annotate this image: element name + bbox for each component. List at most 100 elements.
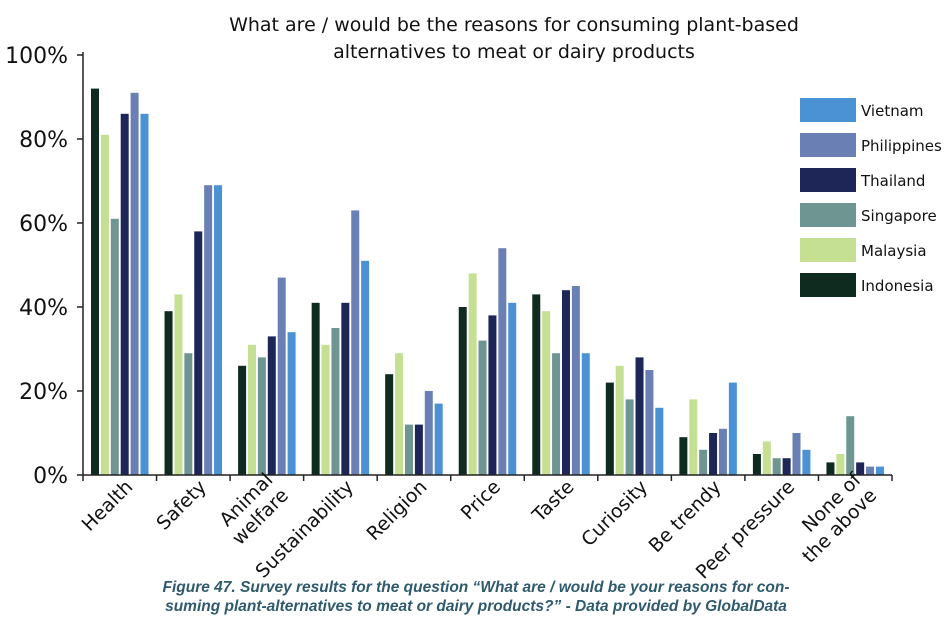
bar-thailand-animal-welfare bbox=[267, 336, 276, 475]
legend-label-singapore: Singapore bbox=[861, 207, 937, 225]
figure-caption: Figure 47. Survey results for the questi… bbox=[0, 578, 952, 616]
bar-vietnam-curiosity bbox=[655, 407, 664, 475]
legend-swatch-thailand bbox=[800, 168, 856, 192]
bar-philippines-health bbox=[130, 92, 139, 476]
bar-singapore-curiosity bbox=[625, 399, 634, 475]
bar-malaysia-none-of-the-above bbox=[836, 454, 845, 475]
bar-thailand-health bbox=[120, 113, 129, 476]
x-tick-label: Curiosity bbox=[577, 476, 652, 551]
bar-vietnam-taste bbox=[581, 353, 590, 475]
bar-philippines-curiosity bbox=[645, 370, 654, 475]
bar-vietnam-safety bbox=[214, 185, 223, 475]
bar-singapore-be-trendy bbox=[699, 449, 708, 475]
legend-label-indonesia: Indonesia bbox=[861, 277, 934, 295]
bar-malaysia-price bbox=[468, 273, 477, 475]
bar-philippines-price bbox=[498, 248, 507, 475]
bar-vietnam-price bbox=[508, 302, 517, 475]
bar-malaysia-taste bbox=[542, 311, 551, 475]
legend-swatch-vietnam bbox=[800, 98, 856, 122]
bar-vietnam-health bbox=[140, 113, 149, 476]
caption-line-1: Figure 47. Survey results for the questi… bbox=[162, 579, 790, 596]
bar-vietnam-religion bbox=[434, 403, 443, 475]
caption-line-2: suming plant-alternatives to meat or dai… bbox=[165, 598, 787, 615]
chart-title-line-1: What are / would be the reasons for cons… bbox=[229, 14, 799, 36]
bar-malaysia-be-trendy bbox=[689, 399, 698, 475]
y-tick-label: 40% bbox=[19, 296, 68, 321]
bar-indonesia-curiosity bbox=[605, 382, 614, 475]
legend-swatch-singapore bbox=[800, 203, 856, 227]
bar-indonesia-peer-pressure bbox=[752, 454, 761, 475]
bar-indonesia-price bbox=[458, 307, 467, 475]
bar-malaysia-safety bbox=[174, 294, 183, 475]
bar-thailand-price bbox=[488, 315, 497, 475]
legend-swatch-philippines bbox=[800, 133, 856, 157]
legend-label-philippines: Philippines bbox=[861, 137, 942, 155]
bar-philippines-none-of-the-above bbox=[866, 466, 875, 475]
bar-singapore-animal-welfare bbox=[257, 357, 266, 475]
bar-singapore-religion bbox=[404, 424, 413, 475]
legend-label-thailand: Thailand bbox=[860, 172, 925, 190]
y-tick-label: 20% bbox=[19, 380, 68, 405]
bar-philippines-sustainability bbox=[351, 210, 360, 475]
bar-thailand-safety bbox=[194, 231, 203, 475]
bars bbox=[91, 88, 884, 476]
y-tick-label: 60% bbox=[19, 212, 68, 237]
legend: Vietnam Philippines Thailand Singapore Malay… bbox=[800, 98, 942, 297]
bar-indonesia-animal-welfare bbox=[238, 365, 247, 475]
bar-singapore-price bbox=[478, 340, 487, 475]
bar-thailand-sustainability bbox=[341, 302, 350, 475]
bar-philippines-safety bbox=[204, 185, 213, 475]
bar-indonesia-none-of-the-above bbox=[826, 462, 835, 475]
bar-philippines-peer-pressure bbox=[792, 433, 801, 475]
x-tick-label: Price bbox=[457, 476, 505, 524]
x-tick-label: Safety bbox=[152, 476, 211, 535]
bar-singapore-none-of-the-above bbox=[846, 416, 855, 475]
y-tick-label: 0% bbox=[33, 464, 68, 489]
bar-malaysia-curiosity bbox=[615, 365, 624, 475]
bar-indonesia-religion bbox=[385, 374, 394, 475]
bar-thailand-peer-pressure bbox=[782, 458, 791, 475]
legend-swatch-indonesia bbox=[800, 273, 856, 297]
bar-vietnam-animal-welfare bbox=[287, 332, 296, 475]
bar-indonesia-taste bbox=[532, 294, 541, 475]
legend-label-malaysia: Malaysia bbox=[861, 242, 927, 260]
bar-thailand-none-of-the-above bbox=[856, 462, 865, 475]
bar-malaysia-animal-welfare bbox=[247, 344, 256, 475]
bar-vietnam-none-of-the-above bbox=[875, 466, 884, 475]
bar-indonesia-be-trendy bbox=[679, 437, 688, 475]
x-tick-label: Health bbox=[78, 476, 138, 536]
legend-label-vietnam: Vietnam bbox=[861, 102, 924, 120]
x-tick-label: None ofthe above bbox=[783, 468, 883, 568]
bar-malaysia-health bbox=[100, 134, 109, 476]
bar-indonesia-safety bbox=[164, 311, 173, 475]
x-tick-label: Religion bbox=[363, 476, 432, 545]
bar-thailand-religion bbox=[414, 424, 423, 475]
bar-malaysia-peer-pressure bbox=[762, 441, 771, 475]
bar-malaysia-religion bbox=[395, 353, 404, 475]
x-tick-label: Taste bbox=[528, 476, 579, 527]
y-tick-label: 100% bbox=[5, 44, 68, 69]
chart-title: What are / would be the reasons for cons… bbox=[229, 14, 799, 63]
bar-vietnam-be-trendy bbox=[728, 382, 737, 475]
chart-title-line-2: alternatives to meat or dairy products bbox=[333, 41, 695, 63]
bar-philippines-religion bbox=[424, 391, 433, 475]
bar-thailand-taste bbox=[561, 290, 570, 475]
bar-singapore-sustainability bbox=[331, 328, 340, 475]
bar-singapore-peer-pressure bbox=[772, 458, 781, 475]
bar-singapore-safety bbox=[184, 353, 193, 475]
bar-thailand-curiosity bbox=[635, 357, 644, 475]
bar-philippines-be-trendy bbox=[718, 428, 727, 475]
bar-malaysia-sustainability bbox=[321, 344, 330, 475]
bar-vietnam-peer-pressure bbox=[802, 449, 811, 475]
bar-indonesia-health bbox=[91, 88, 99, 475]
bar-philippines-animal-welfare bbox=[277, 277, 286, 475]
bar-thailand-be-trendy bbox=[709, 433, 718, 475]
y-axis: 0% 20% 40% 60% 80% 100% bbox=[5, 44, 84, 489]
bar-vietnam-sustainability bbox=[361, 260, 370, 475]
y-tick-label: 80% bbox=[19, 128, 68, 153]
bar-philippines-taste bbox=[571, 286, 580, 475]
bar-indonesia-sustainability bbox=[311, 302, 320, 475]
bar-singapore-health bbox=[110, 218, 119, 476]
